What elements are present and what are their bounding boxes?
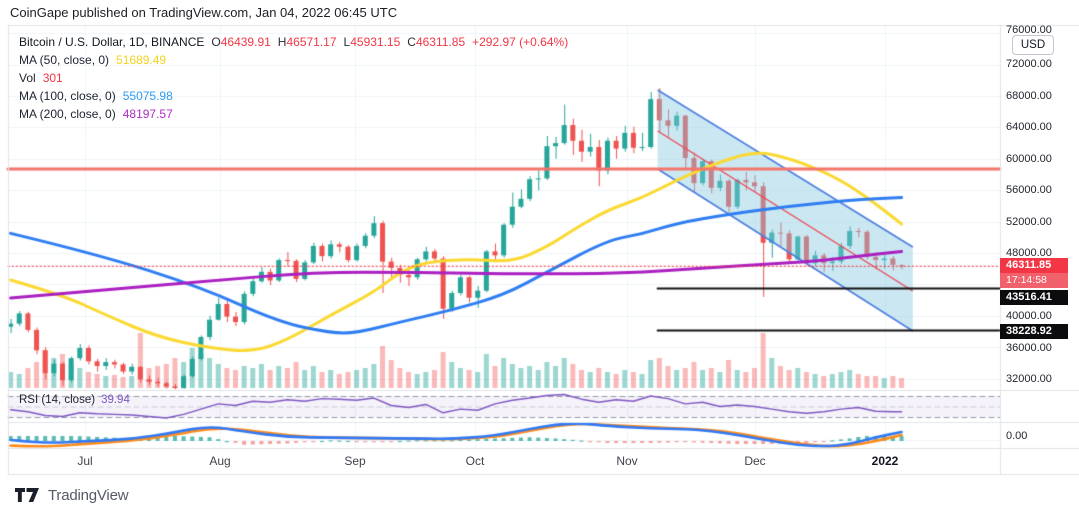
rsi-label: RSI (14, close) (19, 394, 96, 406)
price-tick: 76000.00 (1006, 24, 1052, 36)
low-value: 45931.15 (350, 35, 401, 49)
price-tick: 36000.00 (1006, 342, 1052, 354)
last-price-badge: 46311.85 (1000, 258, 1068, 273)
ma50-row: MA (50, close, 0) 51689.49 (19, 51, 568, 69)
tradingview-brand-text: TradingView (48, 486, 129, 504)
tradingview-branding[interactable]: TradingView (15, 484, 129, 506)
month-label: Oct (465, 454, 485, 468)
attribution-text: CoinGape published on TradingView.com, J… (10, 5, 398, 20)
price-tick: 56000.00 (1006, 184, 1052, 196)
symbol-title[interactable]: Bitcoin / U.S. Dollar, 1D, BINANCE (19, 35, 205, 49)
month-label: Nov (616, 454, 638, 468)
low-label: L (343, 35, 351, 49)
rsi-legend: RSI (14, close) 39.94 (19, 394, 130, 406)
volume-row: Vol 301 (19, 69, 568, 87)
bar-countdown-badge: 17:14:58 (1000, 273, 1068, 288)
ma200-row: MA (200, close, 0) 48197.57 (19, 105, 568, 123)
price-tick: 32000.00 (1006, 373, 1052, 385)
month-label: Sep (344, 454, 366, 468)
price-tick: 60000.00 (1006, 153, 1052, 165)
close-value: 46311.85 (415, 35, 466, 49)
ma200-label: MA (200, close, 0) (19, 107, 116, 121)
ma50-value: 51689.49 (116, 53, 167, 67)
ma50-label: MA (50, close, 0) (19, 53, 110, 67)
rsi-value: 39.94 (101, 394, 130, 406)
currency-unit-button[interactable]: USD (1012, 35, 1054, 55)
ma100-value: 55075.98 (122, 89, 173, 103)
ma200-value: 48197.57 (122, 107, 173, 121)
month-label: Aug (209, 454, 231, 468)
ma100-row: MA (100, close, 0) 55075.98 (19, 87, 568, 105)
price-tick: 40000.00 (1006, 310, 1052, 322)
symbol-row: Bitcoin / U.S. Dollar, 1D, BINANCE O46439… (19, 33, 568, 51)
volume-value: 301 (42, 71, 63, 85)
price-tick: 68000.00 (1006, 90, 1052, 102)
time-axis[interactable]: Jul Aug Sep Oct Nov Dec 2022 (8, 449, 1000, 474)
price-tick: 48000.00 (1006, 247, 1052, 259)
close-label: C (407, 35, 416, 49)
change-value: +292.97 (+0.64%) (472, 35, 569, 49)
tradingview-logo-icon (15, 488, 39, 502)
price-axis[interactable]: 76000.00 72000.00 68000.00 64000.00 6000… (1000, 24, 1079, 474)
price-tick: 64000.00 (1006, 121, 1052, 133)
open-label: O (211, 35, 221, 49)
legend: Bitcoin / U.S. Dollar, 1D, BINANCE O46439… (19, 33, 568, 123)
year-label: 2022 (871, 454, 899, 468)
level-badge: 38228.92 (1000, 324, 1068, 339)
level-badge: 43516.41 (1000, 290, 1068, 305)
osc-zero-tick: 0.00 (1006, 430, 1028, 442)
volume-label: Vol (19, 71, 36, 85)
open-value: 46439.91 (220, 35, 271, 49)
high-label: H (277, 35, 287, 49)
price-tick: 72000.00 (1006, 58, 1052, 70)
price-tick: 52000.00 (1006, 216, 1052, 228)
month-label: Jul (77, 454, 93, 468)
month-label: Dec (744, 454, 766, 468)
high-value: 46571.17 (286, 35, 337, 49)
ma100-label: MA (100, close, 0) (19, 89, 116, 103)
